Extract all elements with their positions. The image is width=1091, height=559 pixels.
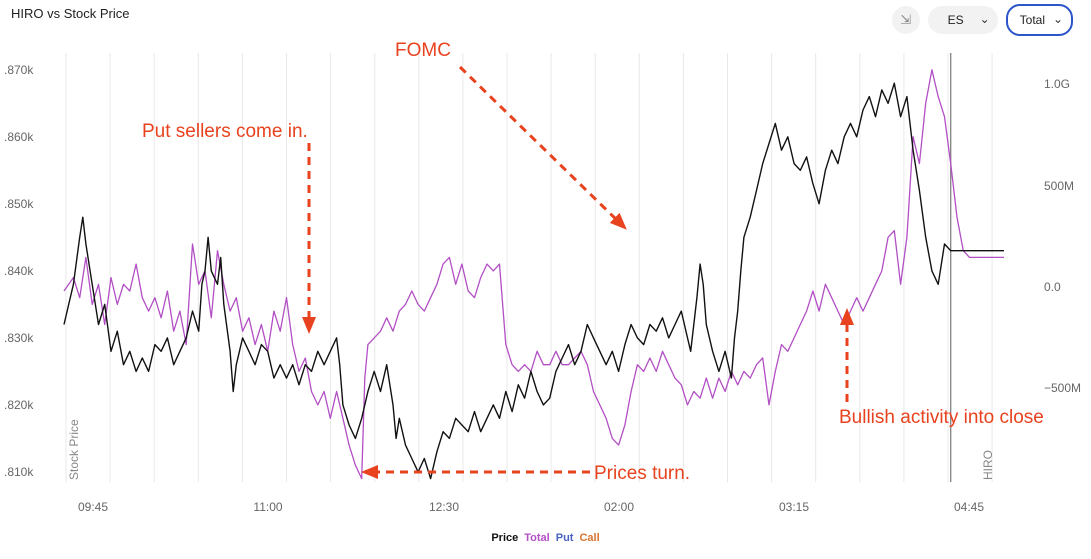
y-right-tick-label: 500M [1044, 179, 1074, 193]
bullish-arrow-head [840, 308, 854, 325]
y-left-tick-label: .870k [4, 63, 34, 77]
fomc-arrow-line [458, 65, 626, 229]
y-left-tick-label: .830k [4, 331, 34, 345]
chevron-down-icon: ⌄ [979, 12, 990, 26]
legend-item-total[interactable]: Total [524, 532, 550, 544]
x-tick-label: 02:00 [604, 500, 634, 514]
annotation-label: Prices turn. [594, 463, 690, 484]
put-sellers-arrow-head [302, 317, 316, 334]
y-left-tick-label: .840k [4, 264, 34, 278]
series-line-total [63, 69, 1004, 480]
prices-turn-arrow-head [361, 465, 378, 479]
fomc-arrow-head [609, 212, 627, 230]
y-left-axis-label: Stock Price [67, 419, 81, 480]
x-tick-label: 03:15 [779, 500, 809, 514]
y-right-tick-label: 1.0G [1044, 77, 1070, 91]
y-right-axis-label: HIRO [981, 450, 995, 480]
x-tick-label: 12:30 [429, 500, 459, 514]
legend-item-price[interactable]: Price [491, 532, 519, 544]
y-left-tick-label: .850k [4, 197, 34, 211]
x-tick-label: 04:45 [954, 500, 984, 514]
y-right-tick-label: −500M [1044, 381, 1081, 395]
mode-select[interactable]: Total ⌄ [1005, 4, 1073, 36]
annotation-label: Bullish activity into close [839, 407, 1044, 428]
series-line-price [63, 82, 1004, 480]
legend-item-put[interactable]: Put [555, 532, 574, 544]
chevron-down-icon: ⌄ [1052, 12, 1063, 26]
symbol-select[interactable]: ES ⌄ [927, 6, 998, 34]
symbol-select-value: ES [947, 13, 964, 27]
mode-select-value: Total [1019, 13, 1045, 27]
y-right-tick-label: 0.0 [1044, 280, 1061, 294]
legend: Price Total Put Call [0, 532, 1091, 544]
chart-title: HIRO vs Stock Price [11, 6, 130, 21]
x-tick-label: 09:45 [78, 500, 108, 514]
y-left-tick-label: .820k [4, 398, 34, 412]
collapse-icon[interactable]: ⇲ [891, 6, 920, 34]
y-left-tick-label: .860k [4, 130, 34, 144]
y-left-tick-label: .810k [4, 465, 34, 479]
chart-controls: ⇲ ES ⌄ Total ⌄ [891, 4, 1073, 36]
legend-item-call[interactable]: Call [579, 532, 600, 544]
annotation-label: Put sellers come in. [142, 121, 308, 142]
annotation-label: FOMC [395, 40, 451, 61]
x-tick-label: 11:00 [253, 500, 282, 514]
